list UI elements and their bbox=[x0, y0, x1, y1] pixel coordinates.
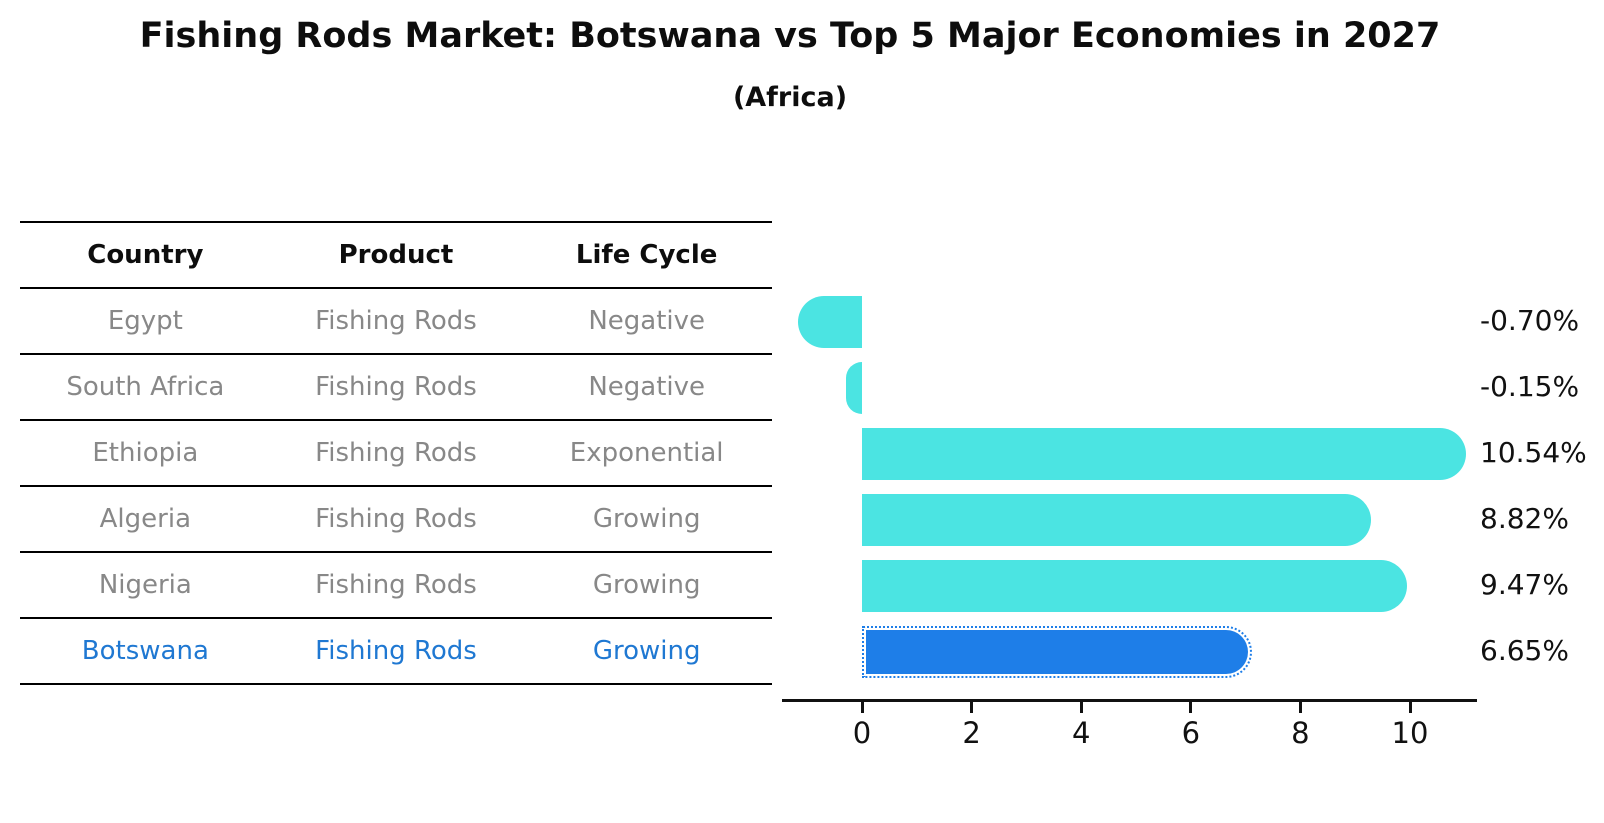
bar-egypt bbox=[797, 296, 862, 348]
bar-nigeria bbox=[862, 560, 1407, 612]
value-label-algeria: 8.82% bbox=[1480, 502, 1569, 535]
table-cell-fishing-rods-2-1: Fishing Rods bbox=[315, 372, 477, 402]
table-divider-5 bbox=[20, 551, 772, 553]
table-cell-nigeria-5-0: Nigeria bbox=[98, 570, 192, 600]
table-cell-growing-6-2: Growing bbox=[592, 636, 701, 666]
table-header-cell-life-cycle-0-2: Life Cycle bbox=[575, 240, 718, 270]
table-divider-2 bbox=[20, 353, 772, 355]
x-tick-label-8: 8 bbox=[1291, 716, 1310, 750]
bar-ethiopia bbox=[862, 428, 1466, 480]
table-divider-0 bbox=[20, 221, 772, 223]
table-cell-botswana-6-0: Botswana bbox=[81, 636, 209, 666]
x-tick-label-0: 0 bbox=[852, 716, 872, 750]
value-label-south-africa: -0.15% bbox=[1480, 370, 1580, 403]
table-header-cell-product-0-1: Product bbox=[338, 240, 454, 270]
table-cell-ethiopia-3-0: Ethiopia bbox=[92, 438, 199, 468]
x-tick-10 bbox=[1408, 702, 1412, 713]
table-cell-fishing-rods-3-1: Fishing Rods bbox=[315, 438, 477, 468]
table-cell-negative-1-2: Negative bbox=[588, 306, 705, 336]
table-divider-4 bbox=[20, 485, 772, 487]
table-divider-1 bbox=[20, 287, 772, 289]
table-header-cell-country-0-0: Country bbox=[87, 240, 204, 270]
x-tick-label-2: 2 bbox=[962, 716, 981, 750]
table-cell-exponential-3-2: Exponential bbox=[569, 438, 724, 468]
table-divider-6 bbox=[20, 617, 772, 619]
table-divider-7 bbox=[20, 683, 772, 685]
x-tick-label-6: 6 bbox=[1181, 716, 1201, 750]
bar-south-africa bbox=[845, 362, 862, 414]
table-cell-algeria-4-0: Algeria bbox=[99, 504, 191, 534]
table-cell-growing-4-2: Growing bbox=[592, 504, 701, 534]
chart-subtitle: (Africa) bbox=[732, 82, 848, 113]
table-cell-growing-5-2: Growing bbox=[592, 570, 701, 600]
x-axis-line bbox=[782, 699, 1477, 702]
table-divider-3 bbox=[20, 419, 772, 421]
table-cell-fishing-rods-1-1: Fishing Rods bbox=[315, 306, 477, 336]
table-cell-fishing-rods-5-1: Fishing Rods bbox=[315, 570, 477, 600]
x-tick-2 bbox=[970, 702, 974, 713]
table-cell-egypt-1-0: Egypt bbox=[107, 306, 183, 336]
value-label-ethiopia: 10.54% bbox=[1480, 436, 1587, 469]
table-cell-fishing-rods-6-1: Fishing Rods bbox=[315, 636, 477, 666]
bar-botswana bbox=[862, 626, 1253, 678]
table-cell-fishing-rods-4-1: Fishing Rods bbox=[315, 504, 477, 534]
table-cell-south-africa-2-0: South Africa bbox=[66, 372, 225, 402]
value-label-botswana: 6.65% bbox=[1480, 634, 1569, 667]
bar-algeria bbox=[862, 494, 1372, 546]
x-tick-4 bbox=[1079, 702, 1083, 713]
x-tick-label-4: 4 bbox=[1071, 716, 1091, 750]
x-tick-6 bbox=[1189, 702, 1193, 713]
x-tick-0 bbox=[860, 702, 864, 713]
value-label-nigeria: 9.47% bbox=[1480, 568, 1569, 601]
x-tick-label-10: 10 bbox=[1391, 716, 1429, 750]
table-cell-negative-2-2: Negative bbox=[588, 372, 705, 402]
value-label-egypt: -0.70% bbox=[1480, 304, 1580, 337]
x-tick-8 bbox=[1298, 702, 1302, 713]
chart-title: Fishing Rods Market: Botswana vs Top 5 M… bbox=[139, 16, 1441, 56]
